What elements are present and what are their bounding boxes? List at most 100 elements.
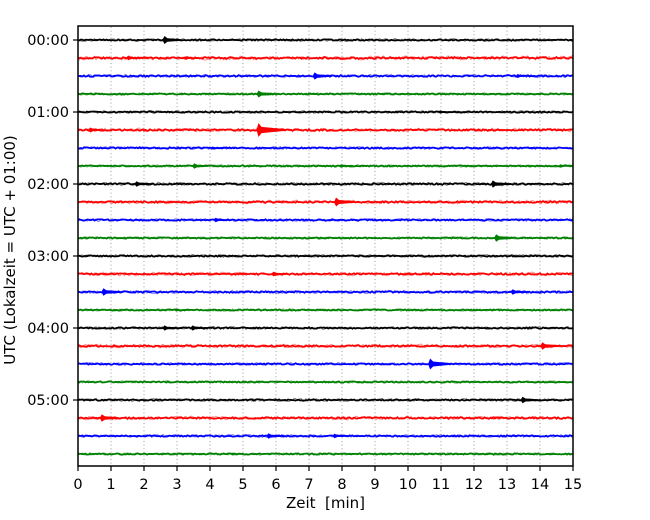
trace-waveform xyxy=(77,254,574,258)
trace-waveform xyxy=(77,434,574,438)
trace-waveform xyxy=(77,326,574,330)
y-axis-label: UTC (Lokalzeit = UTC + 01:00) xyxy=(1,135,19,365)
seismic-trace-02:45 xyxy=(77,234,574,242)
x-tick-label: 6 xyxy=(271,477,280,493)
trace-waveform xyxy=(77,38,574,42)
seismic-trace-01:45 xyxy=(77,163,574,169)
seismic-trace-05:45 xyxy=(77,452,574,456)
event-marker xyxy=(192,163,209,169)
seismic-trace-04:45 xyxy=(77,380,574,384)
seismic-trace-05:00 xyxy=(77,396,574,404)
x-tick-label: 8 xyxy=(337,477,346,493)
event-marker xyxy=(162,36,182,44)
trace-waveform xyxy=(77,236,574,240)
event-marker xyxy=(540,342,560,350)
trace-waveform xyxy=(77,182,574,186)
y-tick-label: 02:00 xyxy=(27,177,69,193)
event-marker xyxy=(271,271,288,277)
seismic-trace-01:15 xyxy=(77,123,574,137)
trace-layer xyxy=(77,36,574,456)
x-tick-label: 12 xyxy=(465,477,483,493)
event-marker xyxy=(490,180,511,188)
x-axis-label: Zeit [min] xyxy=(286,494,365,512)
seismic-trace-03:45 xyxy=(77,308,574,312)
event-marker xyxy=(334,197,356,207)
y-tick-label: 01:00 xyxy=(27,105,69,121)
x-tick-label: 0 xyxy=(73,477,82,493)
trace-waveform xyxy=(77,92,574,96)
trace-waveform xyxy=(77,397,574,403)
y-tick-label: 03:00 xyxy=(27,249,69,265)
y-tick-label: 00:00 xyxy=(27,33,69,49)
event-marker xyxy=(520,396,539,404)
event-marker xyxy=(266,433,285,439)
seismic-trace-03:15 xyxy=(77,271,574,277)
trace-waveform xyxy=(77,308,574,312)
trace-waveform xyxy=(77,398,574,402)
x-tick-label: 7 xyxy=(304,477,313,493)
event-marker xyxy=(174,308,191,312)
trace-waveform xyxy=(77,146,574,150)
x-tick-label: 5 xyxy=(238,477,247,493)
x-tick-label: 11 xyxy=(432,477,450,493)
y-tick-label: 05:00 xyxy=(27,393,69,409)
trace-waveform xyxy=(77,344,574,348)
event-marker xyxy=(88,127,105,133)
trace-waveform xyxy=(77,110,574,114)
seismic-trace-01:00 xyxy=(77,109,574,115)
seismic-trace-00:30 xyxy=(77,72,574,80)
event-marker xyxy=(101,288,123,296)
x-tick-label: 2 xyxy=(139,477,148,493)
seismic-trace-02:15 xyxy=(77,197,574,207)
y-tick-label: 04:00 xyxy=(27,321,69,337)
seismic-trace-00:00 xyxy=(77,36,574,44)
trace-waveform xyxy=(77,452,574,456)
trace-waveform xyxy=(77,128,574,132)
trace-waveform xyxy=(77,343,574,349)
event-marker xyxy=(339,164,352,168)
plot-border xyxy=(77,25,574,467)
event-marker xyxy=(494,234,514,242)
seismic-trace-04:30 xyxy=(77,358,574,370)
x-tick-label: 4 xyxy=(205,477,214,493)
seismic-trace-00:45 xyxy=(77,90,574,98)
trace-waveform xyxy=(77,164,574,168)
event-marker xyxy=(312,72,333,80)
x-tick-label: 1 xyxy=(106,477,115,493)
trace-waveform xyxy=(77,290,574,294)
trace-waveform xyxy=(77,362,574,366)
event-marker xyxy=(213,217,230,223)
trace-waveform xyxy=(77,73,574,79)
seismic-trace-00:15 xyxy=(77,55,574,61)
event-marker xyxy=(428,358,451,370)
seismic-trace-01:30 xyxy=(77,145,574,151)
x-tick-label: 10 xyxy=(399,477,417,493)
x-tick-label: 15 xyxy=(564,477,582,493)
event-marker xyxy=(183,56,199,60)
trace-waveform xyxy=(77,56,574,60)
axis-layer xyxy=(77,25,574,467)
trace-waveform xyxy=(77,380,574,384)
trace-waveform xyxy=(77,272,574,276)
event-marker xyxy=(558,164,572,168)
seismic-trace-04:15 xyxy=(77,342,574,350)
seismic-trace-02:30 xyxy=(77,217,574,223)
trace-waveform xyxy=(77,218,574,222)
seismic-trace-05:30 xyxy=(77,433,574,439)
event-marker xyxy=(332,433,349,439)
event-marker xyxy=(510,289,527,295)
event-marker xyxy=(99,414,120,422)
event-marker xyxy=(256,123,286,137)
event-marker xyxy=(126,55,146,61)
trace-waveform xyxy=(77,416,574,420)
x-tick-label: 3 xyxy=(172,477,181,493)
seismic-trace-04:00 xyxy=(77,325,574,331)
x-tick-label: 9 xyxy=(370,477,379,493)
event-marker xyxy=(438,110,456,114)
event-marker xyxy=(210,146,227,150)
event-marker xyxy=(190,325,207,331)
seismic-trace-02:00 xyxy=(77,180,574,188)
seismic-trace-05:15 xyxy=(77,414,574,422)
x-tick-label: 13 xyxy=(498,477,516,493)
